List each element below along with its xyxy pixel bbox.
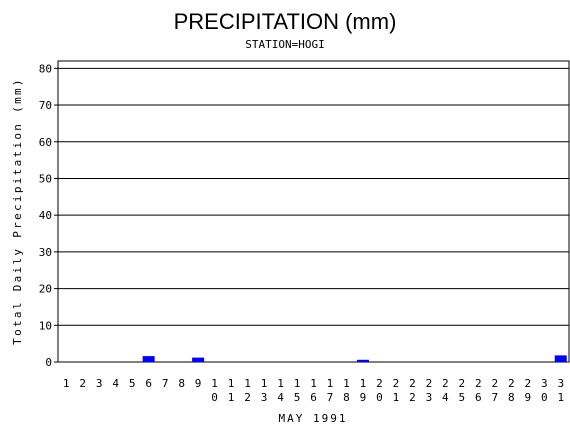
x-tick-label: 8 <box>178 377 185 390</box>
x-tick-label: 9 <box>195 377 202 390</box>
x-tick-label: 4 <box>112 377 119 390</box>
y-tick-label: 0 <box>45 356 52 369</box>
bar <box>142 356 155 362</box>
x-tick-label: 3 <box>96 377 103 390</box>
y-tick-label: 30 <box>39 246 52 259</box>
y-axis-label: Total Daily Precipitation (mm) <box>11 77 24 345</box>
y-tick-label: 40 <box>39 209 52 222</box>
x-tick-label: 1 <box>63 377 70 390</box>
y-tick-label: 70 <box>39 99 52 112</box>
x-tick-label: 6 <box>145 377 152 390</box>
y-tick-label: 50 <box>39 172 52 185</box>
plot-frame <box>57 60 570 363</box>
x-tick-label: 7 <box>162 377 169 390</box>
y-tick-label: 80 <box>39 62 52 75</box>
x-axis-label: MAY 1991 <box>279 412 348 425</box>
chart-subtitle: STATION=HOGI <box>245 38 324 51</box>
bar <box>192 357 205 362</box>
y-tick-label: 20 <box>39 283 52 296</box>
chart-title: PRECIPITATION (mm) <box>174 9 397 34</box>
bar <box>554 355 567 362</box>
y-tick-label: 60 <box>39 136 52 149</box>
bar <box>356 359 369 362</box>
x-tick-label: 5 <box>129 377 136 390</box>
x-tick-label: 2 <box>79 377 86 390</box>
y-tick-label: 10 <box>39 319 52 332</box>
